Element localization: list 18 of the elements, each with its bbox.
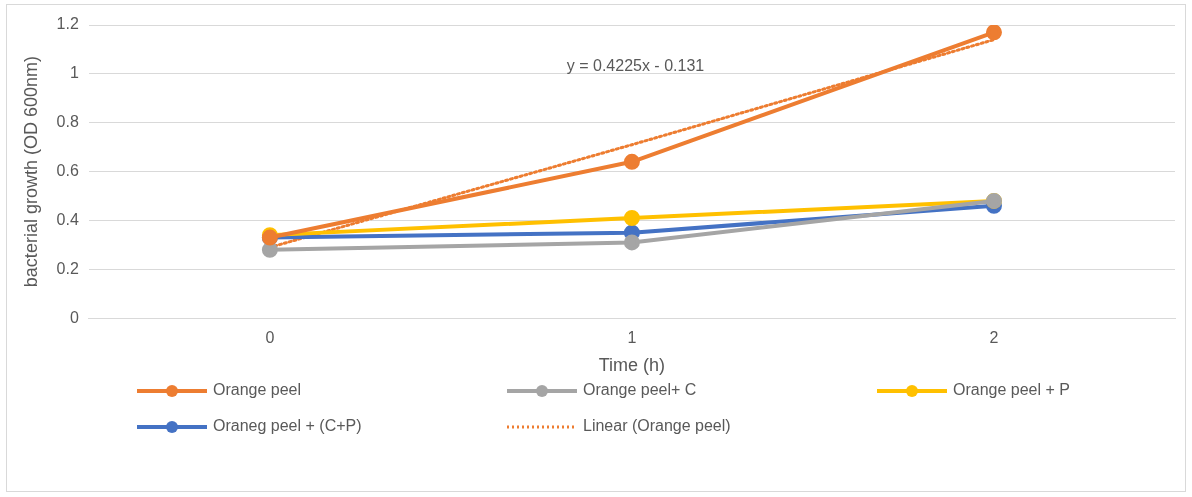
legend-label: Orange peel bbox=[213, 381, 302, 399]
y-tick-label: 1 bbox=[69, 64, 79, 82]
x-tick-label: 1 bbox=[627, 329, 637, 347]
y-tick-label: 0.2 bbox=[56, 259, 79, 277]
x-tick-label: 2 bbox=[989, 329, 999, 347]
y-tick-label: 1.2 bbox=[56, 15, 79, 33]
y-tick-label: 0.4 bbox=[56, 210, 79, 228]
legend-label: Linear (Orange peel) bbox=[583, 417, 731, 435]
y-axis-title: bacterial growth (OD 600nm) bbox=[20, 56, 41, 288]
legend-label: Orange peel + P bbox=[953, 381, 1070, 399]
y-tick-label: 0.6 bbox=[56, 162, 79, 180]
x-tick-label: 0 bbox=[265, 329, 275, 347]
y-tick-label: 0.8 bbox=[56, 113, 79, 131]
y-tick-label: 0 bbox=[69, 308, 79, 326]
x-axis-title: Time (h) bbox=[598, 355, 666, 376]
annotation: y = 0.4225x - 0.131 bbox=[566, 57, 705, 75]
legend-label: Orange peel+ C bbox=[583, 381, 697, 399]
legend-label: Oraneg peel + (C+P) bbox=[213, 417, 362, 435]
